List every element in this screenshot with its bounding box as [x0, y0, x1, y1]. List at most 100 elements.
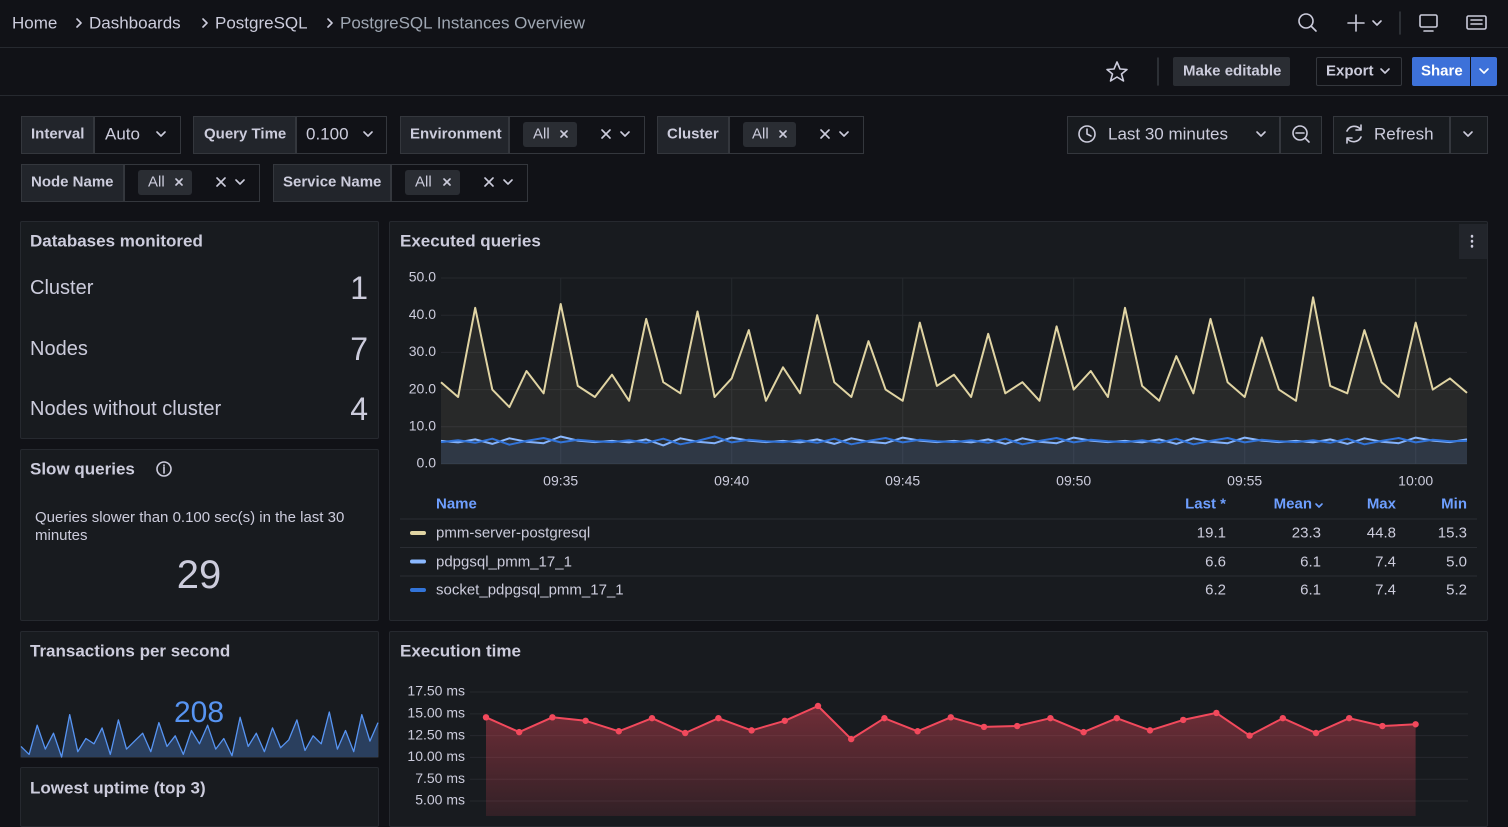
toolbar [0, 48, 1508, 96]
variable-name: Cluster [667, 125, 719, 143]
data-point [748, 727, 755, 734]
stat-label: Cluster [30, 277, 94, 299]
data-point [947, 714, 954, 721]
make-editable-button[interactable] [1173, 57, 1290, 86]
time-range-picker[interactable] [1067, 116, 1280, 154]
legend-stat: 6.1 [1300, 553, 1321, 570]
refresh-icon[interactable] [1346, 124, 1362, 144]
zoom-out-button[interactable] [1280, 116, 1322, 154]
zoom-out-icon[interactable] [1292, 125, 1308, 141]
panel-title: Executed queries [400, 231, 541, 251]
y-tick-label: 12.50 ms [407, 726, 465, 742]
data-point [1080, 728, 1087, 736]
data-point [881, 714, 888, 722]
stat-value: 7 [350, 331, 368, 367]
y-tick-label: 20.0 [409, 380, 436, 396]
data-point [1213, 709, 1220, 717]
data-point [1246, 732, 1253, 739]
data-point [1146, 727, 1154, 734]
dropdown-chevron[interactable] [156, 131, 849, 185]
stat-value: 1 [350, 270, 368, 306]
variable-value: Auto [105, 124, 140, 144]
x-tick-label: 09:50 [1056, 473, 1091, 489]
panel [20, 221, 379, 439]
data-point [582, 717, 589, 724]
data-point [1180, 716, 1187, 724]
breadcrumb-separator [76, 18, 333, 28]
legend-header: Name [436, 495, 477, 513]
legend-header: Min [1441, 495, 1467, 513]
data-point [1014, 722, 1021, 730]
variable-chip[interactable] [523, 122, 577, 147]
variable-value: All [533, 125, 550, 143]
variable-label [21, 116, 94, 154]
data-point [814, 702, 822, 710]
y-tick-label: 7.50 ms [415, 770, 465, 786]
stat-value: 29 [176, 553, 222, 597]
data-point [482, 714, 490, 721]
stat-label: Nodes without cluster [30, 398, 222, 420]
area [21, 712, 378, 757]
variable-select[interactable] [296, 116, 387, 154]
data-point [682, 729, 689, 737]
variable-label [657, 116, 729, 154]
legend-name: socket_pdpgsql_pmm_17_1 [436, 581, 624, 599]
data-point [516, 728, 523, 736]
variable-chip[interactable] [405, 170, 460, 195]
legend-stat: 7.4 [1375, 553, 1396, 570]
variable-select[interactable] [94, 116, 181, 154]
data-point [648, 714, 656, 722]
legend-stat: 15.3 [1437, 524, 1467, 542]
clock-icon [1078, 125, 1096, 143]
refresh-button[interactable] [1333, 116, 1450, 154]
panel-description: Queries slower than 0.100 sec(s) in the … [35, 509, 345, 544]
breadcrumb[interactable]: Home [12, 13, 58, 33]
variable-chip[interactable] [138, 170, 192, 195]
refresh-interval-button[interactable] [1450, 116, 1488, 154]
panel [20, 631, 379, 758]
panel-title: Lowest uptime (top 3) [30, 778, 206, 798]
button-label: Share [1421, 62, 1463, 80]
y-tick-label: 15.00 ms [407, 705, 465, 721]
icons [76, 11, 1489, 508]
legend-stat: 7.4 [1375, 581, 1396, 599]
x-tick-label: 10:00 [1398, 473, 1433, 489]
add-icon[interactable] [1347, 14, 1365, 32]
area [486, 706, 1416, 816]
share-menu-button[interactable] [1471, 57, 1497, 86]
breadcrumb[interactable]: PostgreSQL [215, 13, 308, 33]
y-tick-label: 10.0 [409, 418, 436, 434]
series-line [440, 435, 1468, 446]
x-tick-label: 09:45 [885, 473, 920, 489]
data-point [1346, 714, 1353, 722]
data-point [1379, 722, 1386, 730]
y-tick-label: 30.0 [409, 343, 436, 359]
star-icon[interactable] [1106, 61, 1128, 82]
search-icon[interactable] [1298, 13, 1314, 29]
series-line [440, 435, 1468, 447]
info-icon[interactable] [156, 461, 172, 477]
share-button[interactable] [1412, 57, 1470, 86]
refresh-label: Refresh [1374, 124, 1434, 144]
keyboard-icon[interactable] [1466, 15, 1487, 30]
variable-value: All [752, 125, 769, 143]
panel [20, 449, 379, 621]
y-tick-label: 40.0 [409, 306, 436, 322]
data-point [615, 728, 622, 735]
legend-name: pmm-server-postgresql [436, 524, 591, 542]
remove-icon[interactable] [175, 129, 830, 187]
x-tick-label: 09:35 [543, 473, 578, 489]
time-range-label: Last 30 minutes [1108, 124, 1229, 144]
variable-chip[interactable] [743, 122, 796, 147]
export-button[interactable] [1316, 57, 1402, 86]
series-line [440, 296, 1468, 409]
tv-icon[interactable] [1419, 14, 1438, 28]
legend-swatch [410, 559, 426, 564]
button-label: Export [1326, 62, 1374, 80]
breadcrumb[interactable]: Dashboards [89, 13, 181, 33]
button-label: Make editable [1183, 62, 1282, 80]
data-point [781, 717, 788, 724]
legend-stat: 6.6 [1205, 553, 1226, 570]
legend-swatch [410, 531, 426, 535]
